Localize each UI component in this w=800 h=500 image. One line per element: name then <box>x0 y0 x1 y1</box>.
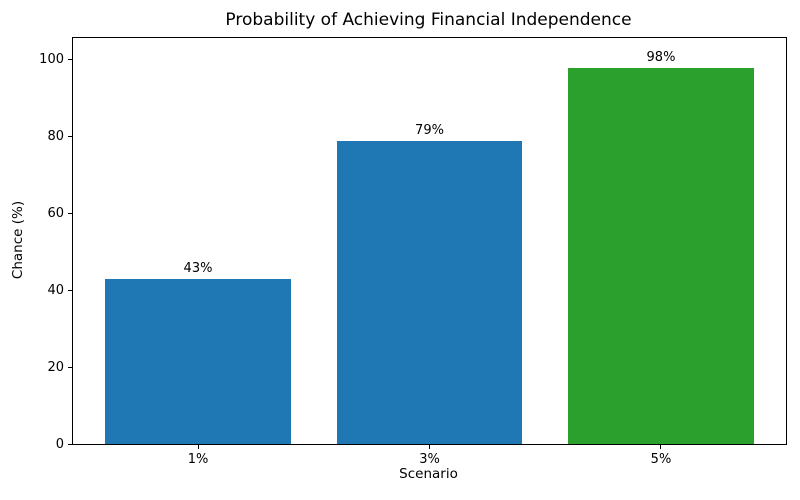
x-tick-mark <box>660 445 662 449</box>
x-axis-label: Scenario <box>399 466 458 482</box>
bar-5% <box>568 67 754 444</box>
x-tick-mark <box>429 445 430 449</box>
y-tick-mark <box>68 136 72 138</box>
x-tick-label: 5% <box>650 452 672 467</box>
y-axis-label: Chance (%) <box>10 200 26 280</box>
bar-value-label: 98% <box>646 49 676 65</box>
x-tick-label: 3% <box>419 452 440 467</box>
y-tick-mark <box>68 366 72 368</box>
y-tick-mark <box>68 59 72 61</box>
y-tick-mark <box>68 443 72 445</box>
y-tick-label: 80 <box>47 129 64 145</box>
y-tick-label: 0 <box>55 436 64 452</box>
y-tick-mark <box>68 289 72 291</box>
bar-value-label: 79% <box>415 122 444 138</box>
x-tick-mark <box>197 445 199 449</box>
bar-3% <box>336 140 523 444</box>
y-tick-label: 100 <box>39 52 64 68</box>
y-tick-label: 20 <box>47 359 64 375</box>
x-tick-label: 1% <box>187 452 209 467</box>
y-tick-label: 40 <box>47 282 64 298</box>
plot-area: 0 20 40 60 80 100 43% 1% 79% 3% 98% 5% <box>39 37 787 467</box>
chart-title: Probability of Achieving Financial Indep… <box>225 10 632 30</box>
bar-value-label: 43% <box>183 260 213 276</box>
y-tick-mark <box>68 213 72 215</box>
y-tick-label: 60 <box>47 206 64 222</box>
bar-1% <box>105 278 291 444</box>
